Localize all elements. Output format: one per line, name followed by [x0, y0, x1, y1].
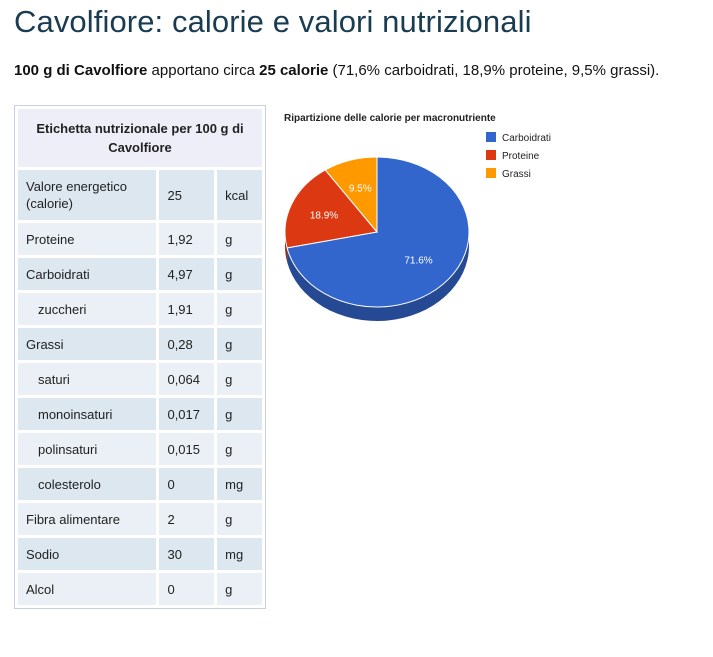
- row-unit: g: [217, 293, 262, 325]
- row-unit: g: [217, 223, 262, 255]
- row-unit: g: [217, 258, 262, 290]
- row-unit: g: [217, 328, 262, 360]
- row-value: 0,28: [159, 328, 215, 360]
- row-label: Valore energetico (calorie): [18, 170, 157, 220]
- row-label: Alcol: [18, 573, 157, 605]
- row-unit: g: [217, 398, 262, 430]
- row-label: Proteine: [18, 223, 157, 255]
- intro-text: 100 g di Cavolfiore apportano circa 25 c…: [14, 62, 659, 79]
- table-row-fiber: Fibra alimentare 2 g: [18, 503, 262, 535]
- chart-legend: Carboidrati Proteine Grassi: [486, 132, 551, 180]
- pie-slice: [284, 169, 378, 249]
- row-value: 0,064: [159, 363, 215, 395]
- row-label: zuccheri: [18, 293, 157, 325]
- table-row-sugars: zuccheri 1,91 g: [18, 293, 262, 325]
- legend-label: Proteine: [502, 151, 540, 162]
- row-value: 0: [159, 573, 215, 605]
- pie-slice-label: 9.5%: [349, 184, 372, 195]
- intro-food: 100 g di Cavolfiore: [14, 62, 148, 79]
- row-value: 1,91: [159, 293, 215, 325]
- row-unit: g: [217, 433, 262, 465]
- pie-slice-side: [287, 232, 469, 321]
- table-row-fats: Grassi 0,28 g: [18, 328, 262, 360]
- macronutrient-pie-chart: Ripartizione delle calorie per macronutr…: [280, 108, 580, 348]
- pie-slice-side: [285, 232, 288, 262]
- row-label: Grassi: [18, 328, 157, 360]
- pie-slice-label: 71.6%: [404, 255, 432, 266]
- table-row-energy: Valore energetico (calorie) 25 kcal: [18, 170, 262, 220]
- row-label: polinsaturi: [18, 433, 157, 465]
- pie-chart-svg: Ripartizione delle calorie per macronutr…: [284, 113, 551, 321]
- chart-title: Ripartizione delle calorie per macronutr…: [284, 113, 496, 124]
- row-label: Carboidrati: [18, 258, 157, 290]
- table-row-cholesterol: colesterolo 0 mg: [18, 468, 262, 500]
- row-unit: mg: [217, 468, 262, 500]
- nutrition-table: Etichetta nutrizionale per 100 g di Cavo…: [14, 105, 266, 609]
- intro-text-1: apportano circa: [147, 62, 260, 79]
- row-value: 4,97: [159, 258, 215, 290]
- row-unit: g: [217, 363, 262, 395]
- table-row-proteins: Proteine 1,92 g: [18, 223, 262, 255]
- row-value: 1,92: [159, 223, 215, 255]
- row-value: 25: [159, 170, 215, 220]
- legend-label: Grassi: [502, 169, 531, 180]
- legend-swatch: [486, 168, 496, 178]
- row-value: 2: [159, 503, 215, 535]
- row-value: 0: [159, 468, 215, 500]
- table-row-alcohol: Alcol 0 g: [18, 573, 262, 605]
- pie-labels-group: 71.6% 18.9% 9.5%: [310, 184, 433, 267]
- row-label: Fibra alimentare: [18, 503, 157, 535]
- pie-slices-group: [284, 156, 470, 308]
- pie-slice: [286, 156, 470, 308]
- row-unit: kcal: [217, 170, 262, 220]
- table-row-saturated: saturi 0,064 g: [18, 363, 262, 395]
- pie-slice-label: 18.9%: [310, 211, 338, 222]
- table-row-sodium: Sodio 30 mg: [18, 538, 262, 570]
- row-value: 0,015: [159, 433, 215, 465]
- row-label: colesterolo: [18, 468, 157, 500]
- row-value: 30: [159, 538, 215, 570]
- pie-depth-group: [285, 232, 469, 321]
- row-label: monoinsaturi: [18, 398, 157, 430]
- row-unit: g: [217, 503, 262, 535]
- row-label: saturi: [18, 363, 157, 395]
- table-row-monounsaturated: monoinsaturi 0,017 g: [18, 398, 262, 430]
- intro-text-2: (71,6% carboidrati, 18,9% proteine, 9,5%…: [328, 62, 660, 79]
- row-unit: mg: [217, 538, 262, 570]
- row-unit: g: [217, 573, 262, 605]
- page-title: Cavolfiore: calorie e valori nutrizional…: [14, 4, 532, 39]
- row-label: Sodio: [18, 538, 157, 570]
- row-value: 0,017: [159, 398, 215, 430]
- legend-label: Carboidrati: [502, 133, 551, 144]
- table-row-carbs: Carboidrati 4,97 g: [18, 258, 262, 290]
- legend-swatch: [486, 150, 496, 160]
- legend-swatch: [486, 132, 496, 142]
- table-row-polyunsaturated: polinsaturi 0,015 g: [18, 433, 262, 465]
- pie-slice: [324, 156, 378, 234]
- intro-calories: 25 calorie: [259, 62, 329, 79]
- nutrition-table-header: Etichetta nutrizionale per 100 g di Cavo…: [18, 109, 262, 167]
